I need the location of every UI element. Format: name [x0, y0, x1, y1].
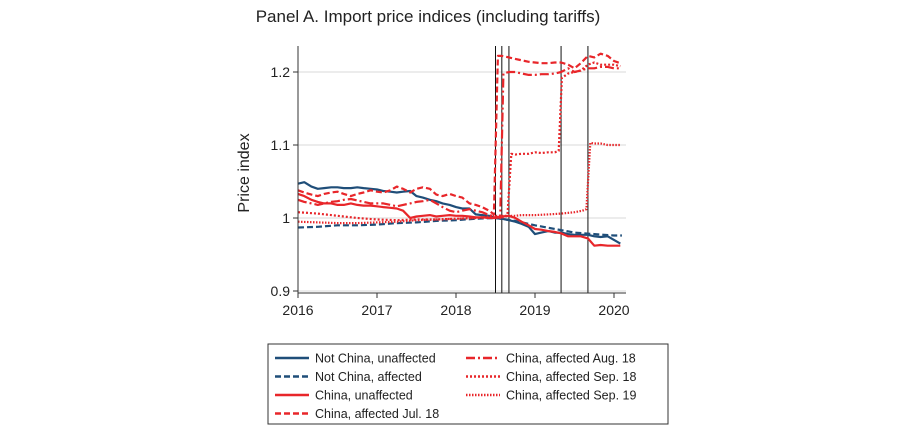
- series-line: [297, 61, 621, 222]
- series-line: [297, 65, 621, 220]
- y-axis-label: Price index: [236, 133, 253, 212]
- legend-label: China, affected Sep. 18: [506, 370, 636, 384]
- legend-label: Not China, affected: [315, 370, 422, 384]
- legend-label: China, affected Sep. 19: [506, 389, 636, 403]
- series-line: [297, 181, 621, 245]
- series-line: [297, 141, 621, 225]
- series-line: [297, 192, 621, 247]
- x-tick-label: 2017: [361, 302, 392, 318]
- y-tick-label: 1: [282, 210, 290, 226]
- legend-label: Not China, unaffected: [315, 352, 436, 366]
- series-line: [297, 216, 622, 237]
- x-tick-label: 2019: [519, 302, 550, 318]
- legend: Not China, unaffected Not China, affected…: [267, 343, 669, 425]
- series-line: [297, 52, 621, 216]
- x-tick-label: 2016: [282, 302, 313, 318]
- y-tick-label: 0.9: [271, 283, 291, 299]
- x-tick-label: 2020: [598, 302, 629, 318]
- legend-label: China, affected Aug. 18: [506, 352, 636, 366]
- axes-layer: 0.9 1 1.1 1.2 2016 2017 2018 2019 2020: [271, 46, 630, 318]
- y-tick-label: 1.1: [271, 137, 291, 153]
- y-tick-label: 1.2: [271, 64, 291, 80]
- series-layer: [297, 52, 622, 247]
- legend-label: China, unaffected: [315, 389, 413, 403]
- grid-layer: [298, 71, 626, 292]
- legend-label: China, affected Jul. 18: [315, 407, 439, 421]
- chart-title: Panel A. Import price indices (including…: [256, 7, 601, 26]
- x-tick-label: 2018: [440, 302, 471, 318]
